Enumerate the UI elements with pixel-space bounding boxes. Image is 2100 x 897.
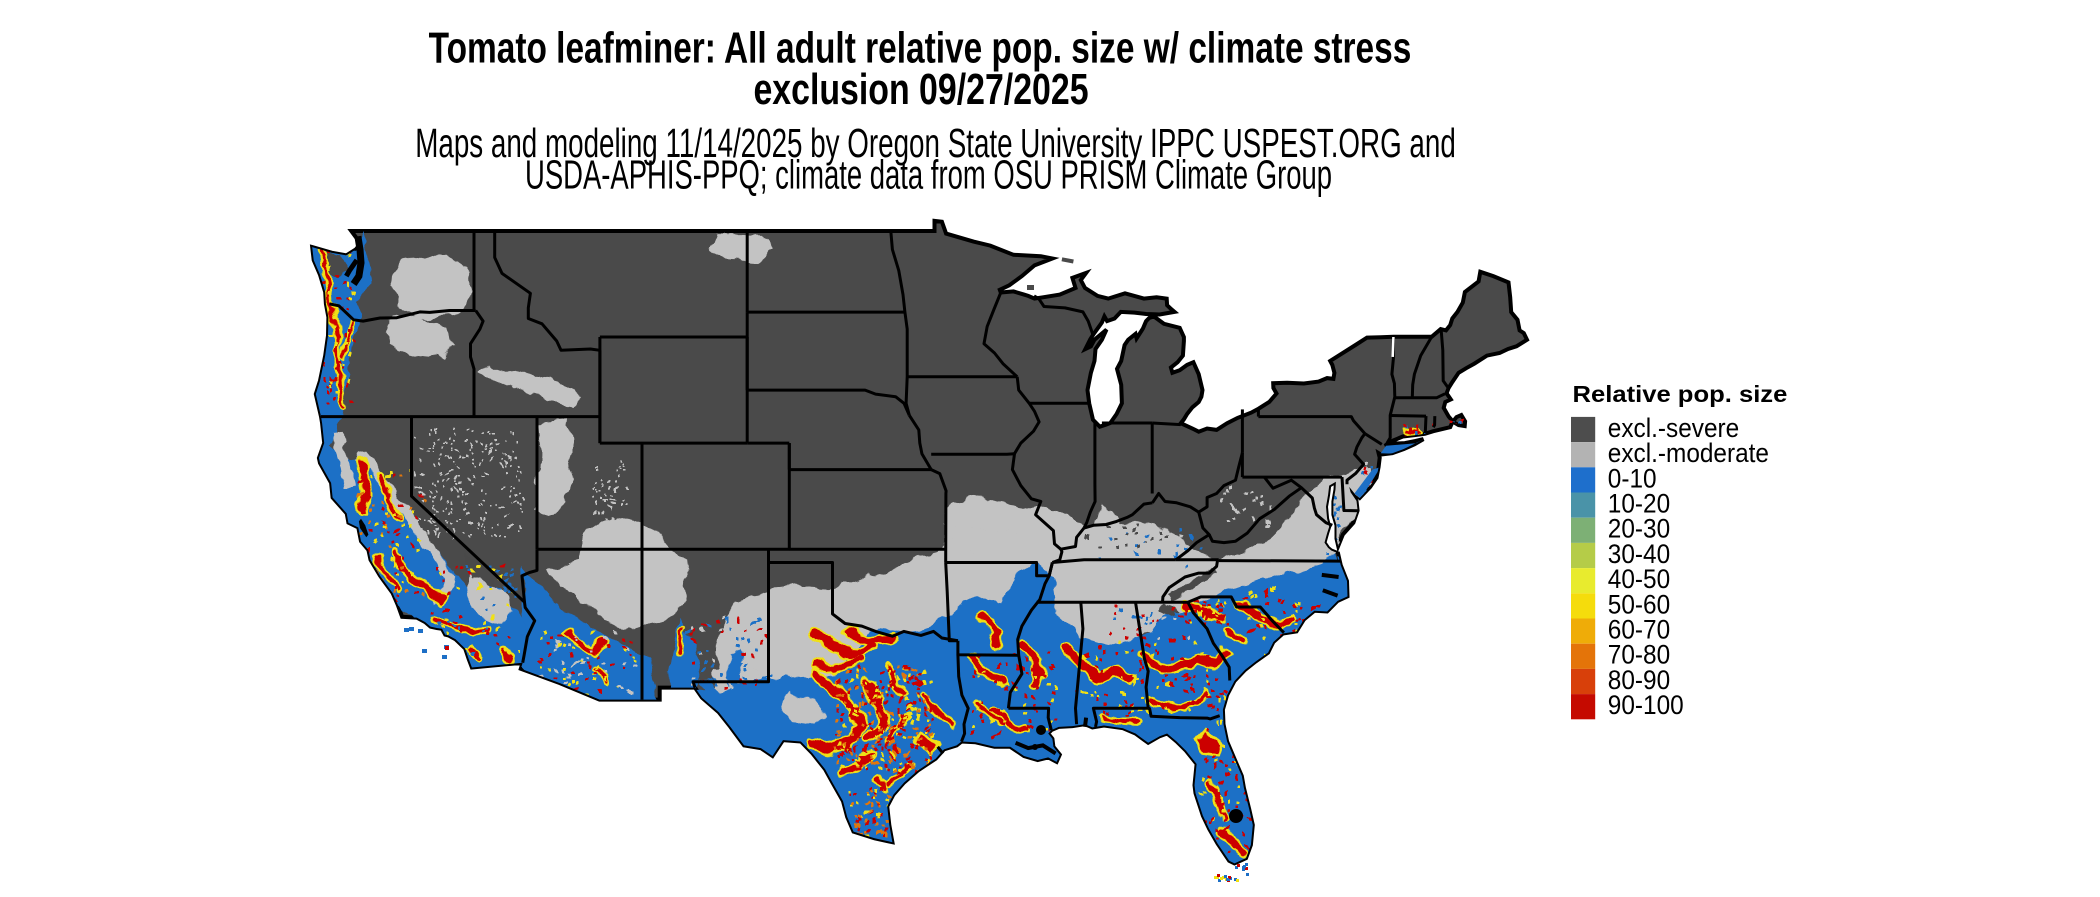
svg-text:80-90: 80-90	[1608, 666, 1670, 695]
svg-text:Tomato leafminer: All adult re: Tomato leafminer: All adult relative pop…	[429, 24, 1412, 72]
svg-text:20-30: 20-30	[1608, 515, 1670, 544]
svg-text:10-20: 10-20	[1608, 490, 1670, 519]
svg-text:Relative pop. size: Relative pop. size	[1573, 382, 1788, 408]
svg-text:90-100: 90-100	[1608, 691, 1684, 720]
svg-text:50-60: 50-60	[1608, 590, 1670, 619]
svg-text:USDA-APHIS-PPQ; climate data f: USDA-APHIS-PPQ; climate data from OSU PR…	[525, 152, 1332, 198]
svg-text:Maps and modeling 11/14/2025 b: Maps and modeling 11/14/2025 by Oregon S…	[415, 121, 1456, 167]
svg-text:30-40: 30-40	[1608, 540, 1670, 569]
svg-text:60-70: 60-70	[1608, 616, 1670, 645]
svg-text:excl.-severe: excl.-severe	[1608, 414, 1739, 443]
svg-text:excl.-moderate: excl.-moderate	[1608, 439, 1769, 468]
svg-text:40-50: 40-50	[1608, 565, 1670, 594]
svg-text:exclusion 09/27/2025: exclusion 09/27/2025	[753, 65, 1088, 114]
svg-text:0-10: 0-10	[1608, 464, 1657, 493]
svg-text:70-80: 70-80	[1608, 641, 1670, 670]
